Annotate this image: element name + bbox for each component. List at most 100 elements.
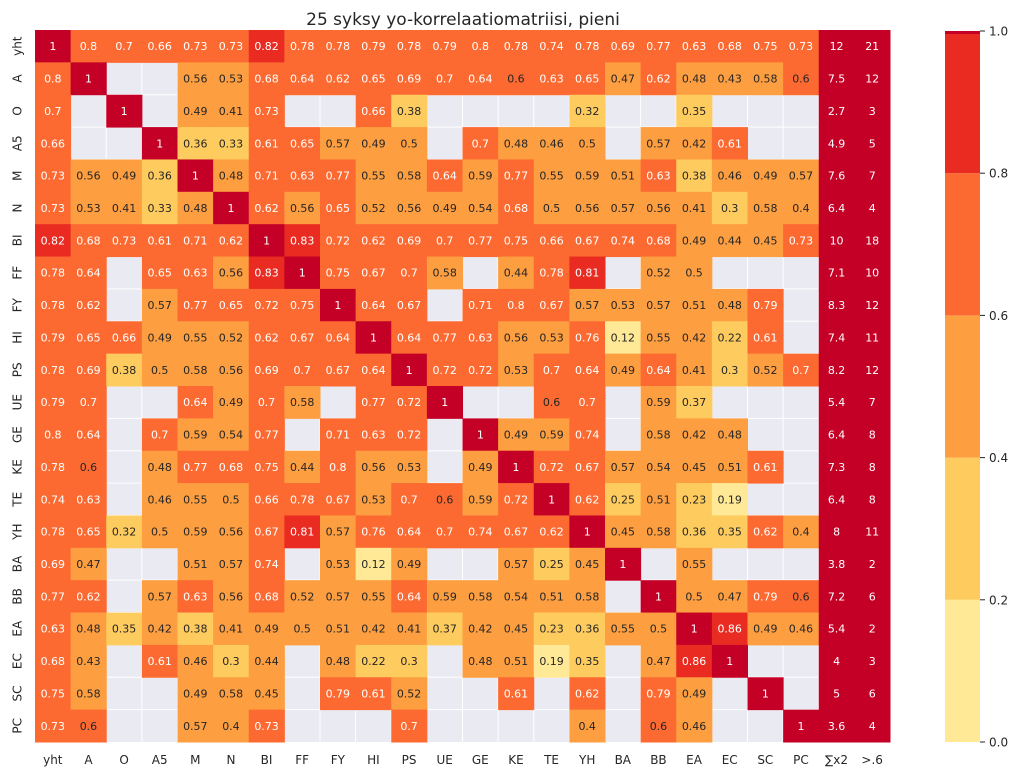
heatmap-cell bbox=[747, 321, 784, 355]
cell-label: 0.73 bbox=[41, 720, 66, 733]
cell-label: 0.67 bbox=[575, 234, 600, 247]
cell-label: 0.45 bbox=[611, 526, 636, 539]
cell-label: 0.56 bbox=[504, 331, 529, 344]
heatmap-cell bbox=[605, 612, 642, 646]
cell-label: 0.67 bbox=[326, 493, 351, 506]
cell-label: 0.78 bbox=[397, 40, 422, 53]
cell-label: 0.33 bbox=[147, 202, 172, 215]
heatmap-cell bbox=[747, 224, 784, 258]
heatmap-cell bbox=[177, 159, 214, 193]
heatmap-cell bbox=[320, 30, 357, 63]
heatmap-cell bbox=[355, 353, 392, 387]
cell-label: 0.7 bbox=[400, 493, 418, 506]
heatmap-cell bbox=[355, 191, 392, 225]
cell-label: 0.62 bbox=[646, 73, 671, 86]
cell-label: 0.57 bbox=[611, 461, 636, 474]
colorbar-segment bbox=[945, 599, 980, 742]
heatmap-cell bbox=[605, 450, 642, 484]
heatmap-cell bbox=[747, 159, 784, 193]
heatmap-cell bbox=[854, 94, 891, 128]
heatmap-cell bbox=[640, 353, 677, 387]
cell-label: 0.25 bbox=[539, 558, 564, 571]
heatmap-cell bbox=[605, 353, 642, 387]
heatmap-cell bbox=[70, 515, 107, 549]
cell-label: 0.7 bbox=[80, 396, 98, 409]
cell-label: 0.55 bbox=[646, 331, 671, 344]
heatmap-cell bbox=[35, 580, 72, 614]
cell-label: 0.67 bbox=[575, 461, 600, 474]
heatmap-cell bbox=[355, 644, 392, 678]
heatmap-cell bbox=[248, 677, 285, 711]
cell-label: 0.82 bbox=[41, 234, 66, 247]
cell-label: 3 bbox=[869, 105, 876, 118]
heatmap-cell bbox=[605, 288, 642, 322]
heatmap-cell bbox=[533, 321, 570, 355]
heatmap-cell bbox=[783, 30, 820, 63]
heatmap-cell bbox=[426, 62, 463, 96]
heatmap-cell bbox=[818, 677, 855, 711]
cell-label: 0.56 bbox=[219, 364, 244, 377]
heatmap-cell bbox=[818, 709, 855, 743]
heatmap-cell bbox=[676, 483, 713, 516]
cell-label: 0.78 bbox=[504, 40, 529, 53]
cell-label: 0.57 bbox=[646, 137, 671, 150]
cell-label: 0.69 bbox=[254, 364, 279, 377]
heatmap-cell bbox=[640, 127, 677, 160]
heatmap-cell bbox=[177, 127, 214, 160]
cell-label: 0.53 bbox=[219, 73, 244, 86]
cell-label: 0.7 bbox=[792, 364, 810, 377]
heatmap-cell bbox=[70, 580, 107, 614]
x-tick-label: EA bbox=[686, 753, 703, 767]
cell-label: 0.59 bbox=[468, 170, 493, 183]
cell-label: 0.3 bbox=[400, 655, 418, 668]
heatmap-cell bbox=[711, 191, 748, 225]
heatmap-cell bbox=[177, 353, 214, 387]
heatmap-cell bbox=[569, 321, 606, 355]
heatmap-cell bbox=[106, 612, 143, 646]
heatmap-cell bbox=[70, 386, 107, 419]
heatmap-cell bbox=[711, 483, 748, 516]
heatmap-cell bbox=[676, 580, 713, 614]
heatmap-cell bbox=[854, 450, 891, 484]
cell-label: 0.57 bbox=[789, 170, 814, 183]
cell-label: 0.32 bbox=[112, 526, 137, 539]
cell-label: 0.55 bbox=[682, 558, 707, 571]
heatmap-cell bbox=[141, 191, 178, 225]
cell-label: 0.76 bbox=[575, 331, 600, 344]
cell-label: 0.56 bbox=[219, 526, 244, 539]
heatmap-cell bbox=[711, 644, 748, 678]
cell-label: 0.59 bbox=[539, 429, 564, 442]
heatmap-cell bbox=[213, 256, 250, 290]
cell-label: 0.79 bbox=[646, 687, 671, 700]
heatmap-cell bbox=[569, 483, 606, 516]
heatmap-cell bbox=[498, 288, 535, 322]
cell-label: 0.52 bbox=[361, 202, 386, 215]
cell-label: 0.41 bbox=[682, 202, 707, 215]
heatmap-cell bbox=[248, 580, 285, 614]
cell-label: 0.58 bbox=[753, 73, 778, 86]
cell-label: 0.58 bbox=[646, 429, 671, 442]
cell-label: 0.77 bbox=[183, 299, 208, 312]
cell-label: 0.77 bbox=[432, 331, 457, 344]
cell-label: 0.64 bbox=[326, 331, 351, 344]
heatmap-cell bbox=[391, 353, 428, 387]
cell-label: 0.42 bbox=[468, 623, 493, 636]
cell-label: 0.81 bbox=[290, 526, 315, 539]
cell-label: 7.6 bbox=[828, 170, 846, 183]
cell-label: 0.73 bbox=[112, 234, 137, 247]
cell-label: 0.35 bbox=[717, 526, 742, 539]
heatmap-cell bbox=[605, 547, 642, 581]
cell-label: 0.73 bbox=[183, 40, 208, 53]
cell-label: 0.63 bbox=[41, 623, 66, 636]
cell-label: 0.75 bbox=[753, 40, 778, 53]
heatmap-cell bbox=[355, 127, 392, 160]
cell-label: 0.75 bbox=[504, 234, 529, 247]
cell-label: 0.61 bbox=[753, 331, 778, 344]
heatmap-cell bbox=[391, 709, 428, 743]
cell-label: 0.65 bbox=[147, 267, 172, 280]
cell-label: 0.53 bbox=[539, 331, 564, 344]
x-tick-label: FY bbox=[331, 753, 346, 767]
heatmap-cell bbox=[818, 256, 855, 290]
heatmap-cell bbox=[248, 94, 285, 128]
cell-label: 8 bbox=[869, 493, 876, 506]
